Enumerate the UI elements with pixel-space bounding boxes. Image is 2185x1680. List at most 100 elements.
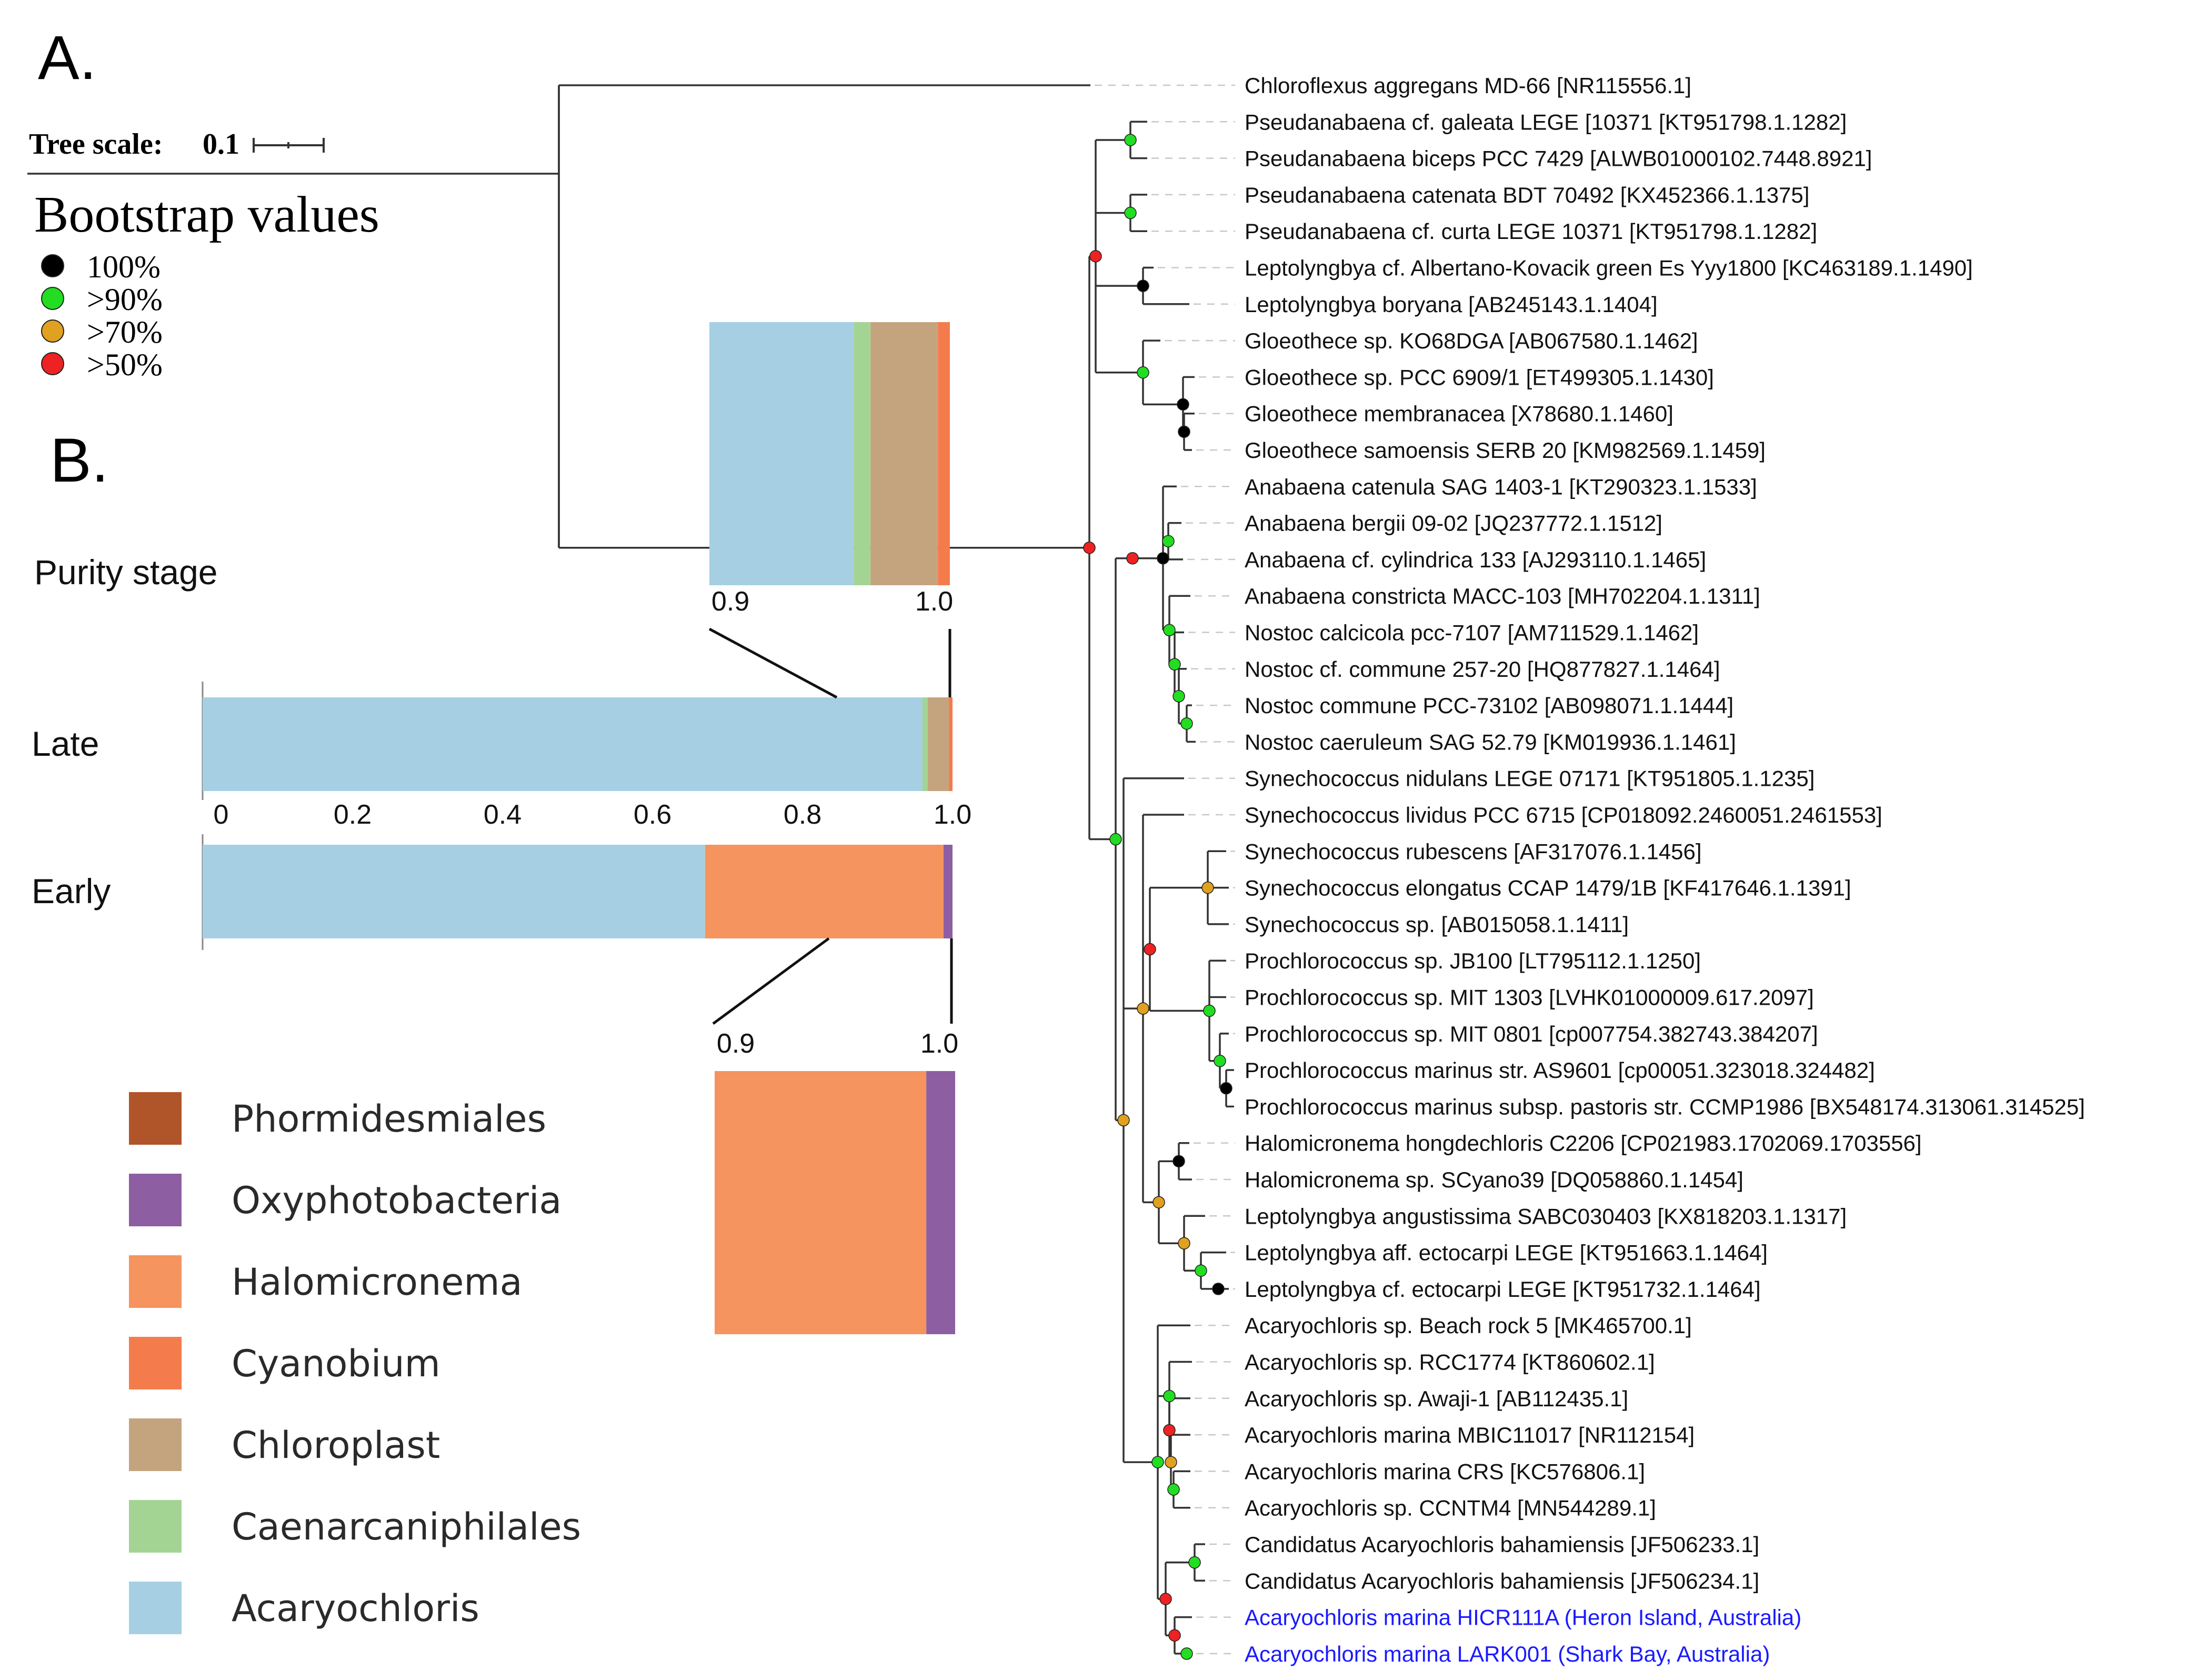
leaf-label: Gloeothece sp. PCC 6909/1 [ET499305.1.14… <box>1245 365 1714 389</box>
leaf-label: Acaryochloris marina MBIC11017 [NR112154… <box>1245 1423 1695 1447</box>
leaf-label: Acaryochloris sp. Beach rock 5 [MK465700… <box>1245 1313 1692 1338</box>
bootstrap-node <box>1124 206 1137 219</box>
x-tick-label: 0.4 <box>484 799 522 830</box>
bootstrap-node <box>1177 398 1189 411</box>
bootstrap-legend-swatch <box>41 254 64 277</box>
leaf-label: Anabaena bergii 09-02 [JQ237772.1.1512] <box>1245 511 1662 536</box>
bootstrap-node <box>1126 552 1139 565</box>
bootstrap-node <box>1167 1483 1180 1496</box>
inset-tick-label: 1.0 <box>915 586 953 617</box>
bootstrap-node <box>1083 541 1096 554</box>
tree-leaf-labels: Chloroflexus aggregans MD-66 [NR115556.1… <box>1245 73 2085 1666</box>
leaf-label: Acaryochloris marina CRS [KC576806.1] <box>1245 1459 1645 1484</box>
bootstrap-legend-swatch <box>41 287 64 310</box>
bootstrap-node <box>1163 1424 1176 1437</box>
bootstrap-node <box>1157 552 1169 565</box>
inset-tick-label: 0.9 <box>711 586 749 617</box>
purity-bar-chart: Late Early 0 0.2 0.4 0.6 0.8 1.0 <box>32 682 971 950</box>
x-tick-label: 0.8 <box>784 799 821 830</box>
leaf-label: Candidatus Acaryochloris bahamiensis [JF… <box>1245 1532 1759 1557</box>
inset-segment-late <box>709 322 854 585</box>
x-tick-label: 1.0 <box>934 799 971 830</box>
tree-scale-bar <box>253 138 325 153</box>
leaf-label: Chloroflexus aggregans MD-66 [NR115556.1… <box>1245 73 1691 98</box>
bootstrap-legend-label: >70% <box>87 315 163 349</box>
leaf-label: Prochlorococcus sp. JB100 [LT795112.1.12… <box>1245 948 1701 973</box>
leaf-label: Synechococcus nidulans LEGE 07171 [KT951… <box>1245 766 1815 791</box>
inset-connector-line <box>708 627 838 699</box>
legend-label: Chloroplast <box>232 1424 440 1467</box>
leaf-label: Nostoc cf. commune 257-20 [HQ877827.1.14… <box>1245 657 1720 682</box>
leaf-label: Anabaena cf. cylindrica 133 [AJ293110.1.… <box>1245 547 1706 572</box>
leaf-label: Synechococcus rubescens [AF317076.1.1456… <box>1245 839 1702 864</box>
bootstrap-node <box>1152 1196 1165 1209</box>
leaf-label: Acaryochloris marina HICR111A (Heron Isl… <box>1245 1605 1801 1630</box>
x-tick-label: 0 <box>214 799 229 830</box>
x-tick-label: 0.6 <box>634 799 671 830</box>
leaf-label: Pseudanabaena biceps PCC 7429 [ALWB01000… <box>1245 146 1872 171</box>
leaf-label: Anabaena constricta MACC-103 [MH702204.1… <box>1245 584 1760 608</box>
bar-segment-late <box>948 697 953 791</box>
bootstrap-node <box>1203 1004 1216 1017</box>
bar-segment-late <box>927 697 949 791</box>
inset-segment-late <box>938 322 950 585</box>
bootstrap-node <box>1172 1155 1185 1168</box>
leaf-label: Pseudanabaena cf. galeata LEGE [10371 [K… <box>1245 109 1847 134</box>
category-label-early: Early <box>32 872 111 911</box>
bootstrap-node <box>1137 279 1149 292</box>
leaf-label: Acaryochloris marina LARK001 (Shark Bay,… <box>1245 1642 1770 1666</box>
leaf-label: Nostoc calcicola pcc-7107 [AM711529.1.14… <box>1245 621 1699 645</box>
bootstrap-node <box>1151 1456 1164 1468</box>
leaf-label: Leptolyngbya boryana [AB245143.1.1404] <box>1245 292 1658 317</box>
legend-swatch <box>129 1500 182 1553</box>
purity-stage-title: Purity stage <box>34 553 218 592</box>
leaf-label: Leptolyngbya angustissima SABC030403 [KX… <box>1245 1204 1847 1228</box>
legend-label: Oxyphotobacteria <box>232 1179 562 1222</box>
leaf-label: Synechococcus lividus PCC 6715 [CP018092… <box>1245 803 1882 827</box>
bootstrap-node <box>1159 1593 1172 1605</box>
bootstrap-node <box>1168 658 1181 671</box>
x-tick-label: 0.2 <box>334 799 372 830</box>
inset-segment-early <box>926 1071 955 1334</box>
leaf-label: Prochlorococcus sp. MIT 1303 [LVHK010000… <box>1245 985 1814 1010</box>
legend-label: Cyanobium <box>232 1342 440 1385</box>
bootstrap-node <box>1178 1237 1190 1250</box>
bootstrap-node <box>1180 717 1193 730</box>
leaf-label: Gloeothece sp. KO68DGA [AB067580.1.1462] <box>1245 328 1698 353</box>
bootstrap-node <box>1163 624 1176 636</box>
bootstrap-node <box>1165 1456 1177 1468</box>
bootstrap-node <box>1172 690 1185 703</box>
tree-leader-lines <box>1095 84 1235 1655</box>
bootstrap-node <box>1144 943 1156 956</box>
bootstrap-legend-label: 100% <box>87 249 161 284</box>
leaf-label: Leptolyngbya cf. ectocarpi LEGE [KT95173… <box>1245 1277 1761 1302</box>
leaf-label: Leptolyngbya aff. ectocarpi LEGE [KT9516… <box>1245 1241 1768 1265</box>
bootstrap-node <box>1089 250 1102 263</box>
legend-label: Phormidesmiales <box>232 1097 546 1141</box>
leaf-label: Candidatus Acaryochloris bahamiensis [JF… <box>1245 1568 1759 1593</box>
leaf-label: Synechococcus elongatus CCAP 1479/1B [KF… <box>1245 876 1851 901</box>
bootstrap-nodes <box>1083 134 1232 1660</box>
leaf-label: Leptolyngbya cf. Albertano-Kovacik green… <box>1245 256 1973 281</box>
bootstrap-node <box>1195 1264 1207 1277</box>
bootstrap-legend: Bootstrap values 100%>90%>70%>50% <box>34 186 379 382</box>
tree-scale-value: 0.1 <box>203 128 239 161</box>
legend-swatch <box>129 1092 182 1145</box>
inset-tick-label: 1.0 <box>920 1028 958 1059</box>
leaf-label: Synechococcus sp. [AB015058.1.1411] <box>1245 912 1629 937</box>
leaf-label: Pseudanabaena cf. curta LEGE 10371 [KT95… <box>1245 219 1817 244</box>
leaf-label: Pseudanabaena catenata BDT 70492 [KX4523… <box>1245 183 1809 207</box>
legend-swatch <box>129 1174 182 1226</box>
legend-swatch <box>129 1337 182 1389</box>
panel-b-label: B. <box>50 426 109 495</box>
bootstrap-node <box>1178 425 1190 438</box>
leaf-label: Anabaena catenula SAG 1403-1 [KT290323.1… <box>1245 474 1757 499</box>
bar-segment-early <box>705 845 944 938</box>
bootstrap-node <box>1109 833 1122 846</box>
legend-label: Acaryochloris <box>232 1587 479 1630</box>
leaf-label: Acaryochloris sp. RCC1774 [KT860602.1] <box>1245 1350 1655 1375</box>
bootstrap-node <box>1201 881 1214 894</box>
bootstrap-node <box>1162 535 1175 547</box>
bootstrap-node <box>1180 1647 1193 1660</box>
